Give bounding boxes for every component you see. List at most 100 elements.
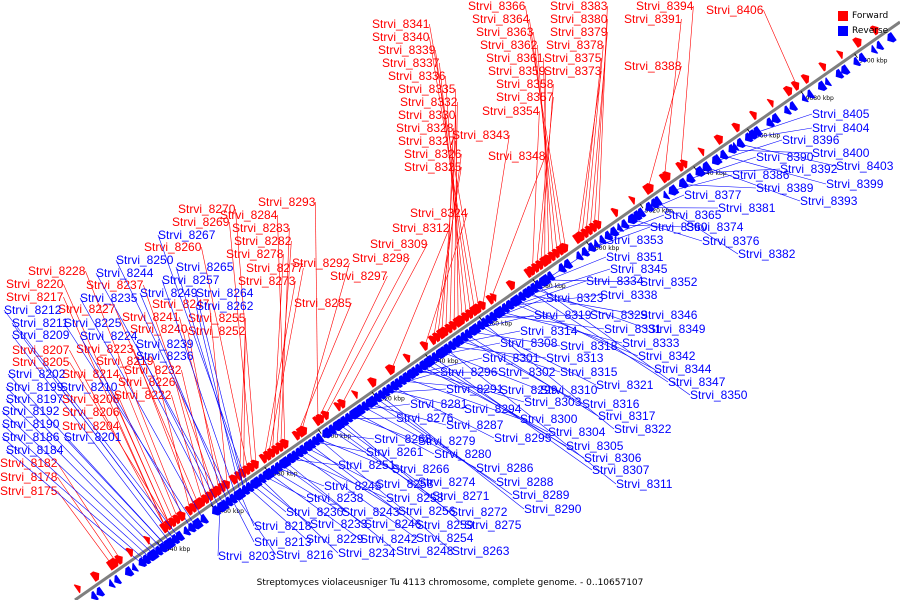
forward-gene-gene — [580, 228, 589, 239]
reverse-gene — [478, 320, 486, 329]
forward-gene-label: Strvi_8255 — [188, 311, 246, 325]
reverse-gene-leader — [7, 373, 167, 547]
forward-gene-gene — [275, 442, 284, 453]
reverse-gene — [702, 161, 712, 172]
forward-gene-label: Strvi_8341 — [372, 17, 430, 31]
reverse-gene-label: Strvi_8353 — [606, 233, 664, 247]
reverse-gene-label: Strvi_8382 — [738, 247, 796, 261]
forward-gene-gene — [675, 161, 684, 172]
reverse-gene-gene — [604, 230, 614, 241]
reverse-gene-leader — [434, 357, 593, 471]
reverse-gene — [443, 343, 452, 354]
genome-caption: Streptomyces violaceusniger Tu 4113 chro… — [256, 578, 644, 588]
reverse-gene-label: Strvi_8389 — [756, 181, 814, 195]
reverse-gene-leader — [331, 430, 433, 497]
reverse-gene-label: Strvi_8347 — [668, 375, 726, 389]
forward-gene-label: Strvi_8228 — [28, 264, 86, 278]
forward-gene-label: Strvi_8178 — [0, 470, 58, 484]
reverse-gene — [530, 283, 538, 293]
forward-gene — [869, 25, 879, 36]
reverse-gene-gene — [621, 218, 630, 229]
forward-gene — [574, 231, 585, 243]
reverse-gene-label: Strvi_8265 — [176, 260, 234, 274]
reverse-gene-label: Strvi_8338 — [600, 288, 658, 302]
reverse-gene-leader — [500, 311, 623, 344]
forward-gene — [73, 584, 81, 594]
forward-gene — [523, 268, 532, 279]
reverse-gene-leader — [135, 355, 216, 512]
forward-gene — [420, 341, 428, 351]
forward-gene-leader — [449, 114, 456, 328]
reverse-gene — [212, 505, 221, 516]
reverse-gene-label: Strvi_8404 — [812, 121, 870, 135]
reverse-gene-label: Strvi_8313 — [546, 351, 604, 365]
reverse-gene — [437, 348, 446, 358]
forward-gene — [436, 328, 446, 340]
reverse-gene — [391, 380, 400, 390]
reverse-gene — [679, 177, 689, 189]
reverse-gene-leader — [265, 476, 307, 499]
forward-gene-leader — [525, 5, 566, 247]
forward-gene-gene — [584, 225, 594, 236]
reverse-gene-label: Strvi_8244 — [96, 266, 154, 280]
forward-gene — [297, 425, 308, 437]
reverse-gene-label: Strvi_8263 — [452, 544, 510, 558]
forward-swatch — [838, 10, 848, 21]
reverse-gene-leader — [248, 487, 307, 540]
forward-gene-leader — [181, 369, 211, 496]
reverse-gene-label: Strvi_8393 — [800, 194, 858, 208]
reverse-gene-leader — [1, 436, 146, 561]
reverse-gene-leader — [139, 292, 229, 503]
reverse-gene-label: Strvi_8218 — [254, 519, 312, 533]
scale-tick — [639, 203, 644, 209]
reverse-gene-leader — [755, 113, 813, 133]
forward-gene-label: Strvi_8335 — [398, 82, 456, 96]
reverse-gene-label: Strvi_8294 — [464, 402, 522, 416]
forward-gene-label: Strvi_8237 — [86, 278, 144, 292]
reverse-gene-leader — [314, 441, 367, 453]
forward-gene-leader — [235, 208, 257, 464]
reverse-gene-leader — [475, 314, 535, 330]
reverse-gene — [581, 246, 591, 257]
forward-gene-leader — [429, 36, 475, 311]
forward-gene-gene — [431, 332, 441, 343]
reverse-gene — [373, 392, 383, 403]
forward-gene-leader — [342, 243, 428, 403]
forward-gene-gene — [171, 514, 181, 525]
forward-gene-leader — [69, 361, 170, 525]
forward-gene-label: Strvi_8282 — [234, 234, 292, 248]
forward-gene-leader — [301, 262, 350, 432]
reverse-gene-label: Strvi_8250 — [116, 253, 174, 267]
forward-gene-leader — [537, 44, 554, 256]
reverse-gene — [558, 262, 568, 273]
forward-gene — [194, 499, 203, 509]
forward-gene — [454, 316, 463, 327]
forward-gene-leader — [179, 316, 224, 487]
reverse-gene-leader — [376, 398, 513, 496]
reverse-gene — [178, 530, 186, 540]
forward-gene-label: Strvi_8359 — [488, 64, 546, 78]
reverse-gene-label: Strvi_8396 — [782, 133, 840, 147]
reverse-gene-leader — [459, 340, 561, 373]
reverse-gene-label: Strvi_8257 — [162, 273, 220, 287]
forward-gene — [89, 571, 100, 582]
forward-gene-leader — [280, 227, 290, 447]
forward-gene-label: Strvi_8348 — [488, 149, 546, 163]
reverse-gene-leader — [293, 455, 387, 499]
reverse-gene-label: Strvi_8376 — [702, 234, 760, 248]
reverse-gene-leader — [310, 444, 417, 526]
legend-reverse: Reverse — [838, 23, 888, 38]
reverse-gene — [355, 404, 366, 415]
forward-gene-leader — [143, 284, 216, 493]
reverse-gene-label: Strvi_8192 — [2, 404, 60, 418]
reverse-gene — [201, 514, 209, 524]
reverse-gene-leader — [496, 314, 605, 330]
reverse-gene-label: Strvi_8216 — [276, 548, 334, 562]
reverse-gene-leader — [277, 467, 325, 487]
forward-gene-label: Strvi_8208 — [62, 392, 120, 406]
forward-gene-leader — [57, 462, 121, 559]
forward-gene-leader — [543, 57, 550, 259]
reverse-gene-leader — [3, 309, 179, 538]
forward-gene-label: Strvi_8241 — [122, 310, 180, 324]
reverse-gene-leader — [537, 285, 691, 396]
